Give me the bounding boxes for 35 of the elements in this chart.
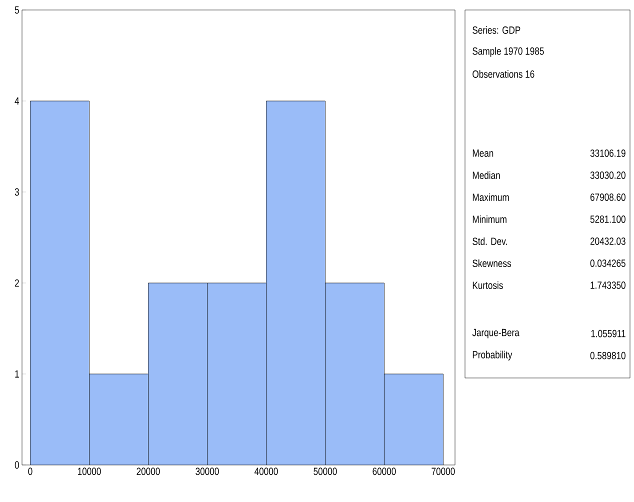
text: 67908.60 — [590, 193, 626, 201]
text: Kurtosis — [472, 281, 503, 290]
text: 1.055911 — [591, 330, 626, 338]
y-tick-label: 2 — [14, 279, 19, 287]
text: Jarque-Bera — [472, 328, 520, 338]
x-tick-label: 70000 — [432, 468, 455, 476]
text: 0.589810 — [590, 352, 626, 360]
x-tick-label: 30000 — [196, 468, 219, 476]
text: Maximum — [472, 193, 509, 202]
x-tick-label: 0 — [28, 468, 32, 476]
text: 20432.03 — [590, 237, 626, 245]
y-tick-label: 5 — [14, 6, 19, 14]
x-tick-label: 50000 — [314, 468, 337, 476]
x-tick-label: 20000 — [136, 468, 160, 476]
text: Mean — [472, 150, 494, 157]
text: Std. Dev. — [472, 237, 507, 246]
text: Series: GDP — [472, 26, 520, 34]
text: Skewness — [472, 259, 511, 268]
y-tick-label: 0 — [14, 461, 19, 469]
text: Probability — [472, 350, 512, 360]
text: 33106.19 — [590, 149, 626, 157]
y-tick-label: 1 — [15, 370, 19, 378]
x-tick-label: 60000 — [372, 468, 396, 476]
text: Minimum — [472, 215, 506, 224]
text: 1.743350 — [590, 281, 626, 289]
text: 33030.20 — [590, 171, 626, 179]
text: 5281.100 — [590, 215, 626, 223]
text: Sample 1970 1985 — [472, 47, 544, 57]
text: 0.034265 — [590, 259, 626, 267]
x-tick-label: 10000 — [78, 468, 101, 476]
y-tick-label: 4 — [14, 97, 20, 105]
text: Observations 16 — [472, 70, 534, 78]
y-tick-label: 3 — [14, 188, 19, 196]
text: Median — [472, 171, 500, 180]
x-tick-label: 40000 — [254, 468, 278, 476]
